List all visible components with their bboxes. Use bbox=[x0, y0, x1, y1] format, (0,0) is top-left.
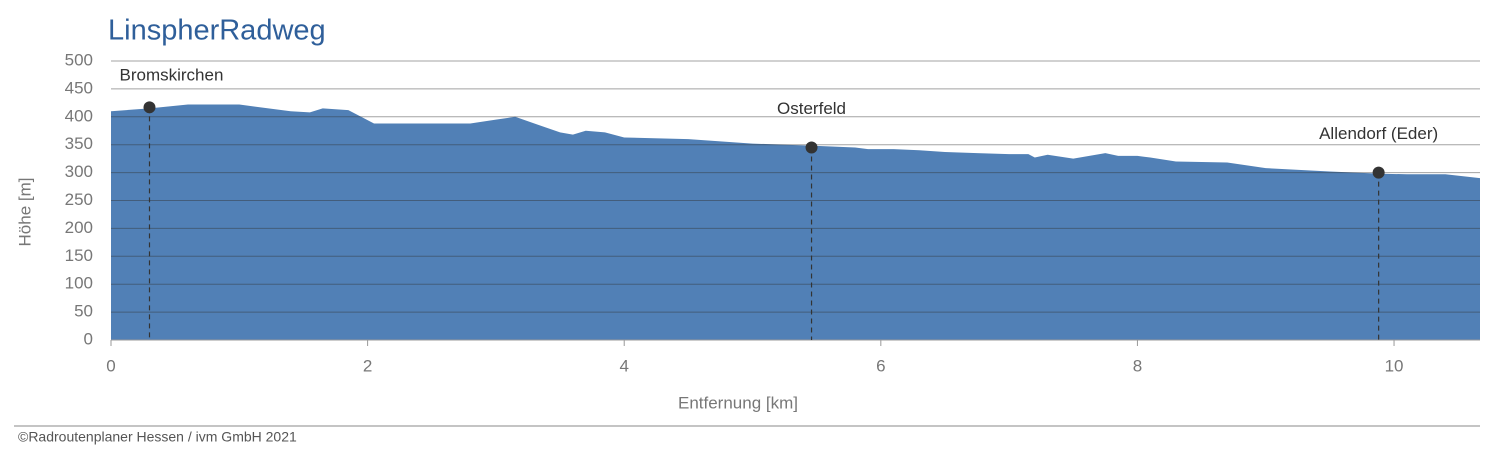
y-tick-label: 400 bbox=[65, 106, 93, 125]
chart-title: LinspherRadweg bbox=[108, 15, 326, 47]
x-axis-label: Entfernung [km] bbox=[678, 393, 798, 412]
x-tick-label: 6 bbox=[876, 356, 885, 375]
x-tick-label: 10 bbox=[1385, 356, 1404, 375]
y-axis-label: Höhe [m] bbox=[15, 178, 34, 247]
x-tick-label: 2 bbox=[363, 356, 372, 375]
y-tick-label: 200 bbox=[65, 218, 93, 237]
x-tick-label: 0 bbox=[106, 356, 115, 375]
y-tick-label: 350 bbox=[65, 134, 93, 153]
elevation-area bbox=[111, 104, 1480, 340]
y-tick-label: 450 bbox=[65, 78, 93, 97]
annotation-point bbox=[805, 141, 818, 154]
annotation-label: Allendorf (Eder) bbox=[1319, 124, 1438, 143]
annotation-point bbox=[1372, 166, 1385, 179]
y-tick-label: 500 bbox=[65, 50, 93, 69]
x-tick-label: 4 bbox=[619, 356, 628, 375]
y-tick-label: 300 bbox=[65, 162, 93, 181]
y-tick-label: 150 bbox=[65, 246, 93, 265]
annotation-label: Bromskirchen bbox=[119, 65, 223, 84]
y-tick-label: 100 bbox=[65, 274, 93, 293]
y-tick-label: 0 bbox=[84, 329, 93, 348]
x-tick-label: 8 bbox=[1133, 356, 1142, 375]
y-tick-label: 50 bbox=[74, 302, 93, 321]
y-tick-label: 250 bbox=[65, 190, 93, 209]
annotation-point bbox=[143, 101, 156, 114]
footer: ©Radroutenplaner Hessen / ivm GmbH 2021 bbox=[18, 429, 297, 445]
annotation-label: Osterfeld bbox=[777, 99, 846, 118]
